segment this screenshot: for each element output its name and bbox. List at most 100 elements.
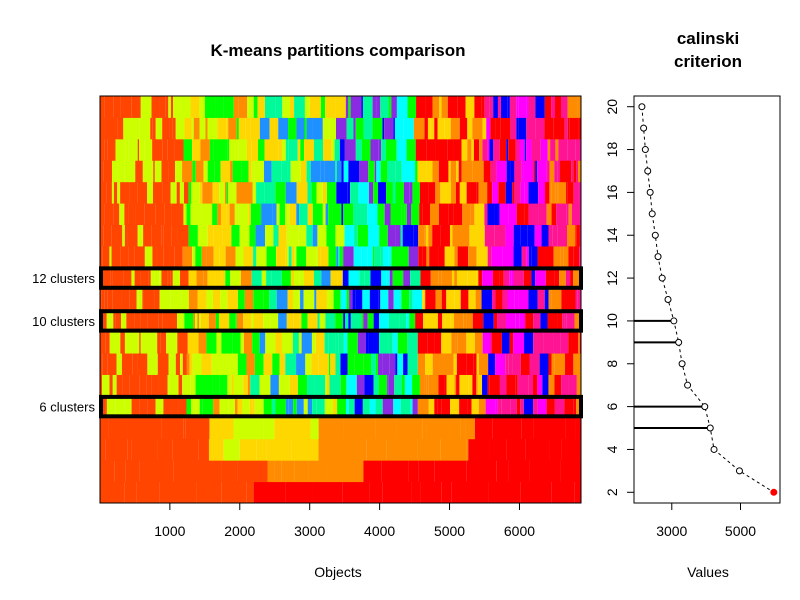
heatmap-cell [278,374,290,397]
heatmap-cell [345,96,349,118]
heatmap-cell [382,395,394,418]
heatmap-cell [296,353,306,375]
heatmap-cell [312,481,343,504]
heatmap-cell [432,160,439,183]
heatmap-cell [560,245,564,268]
heatmap-cell [400,395,411,418]
heatmap-cell [320,96,326,118]
heatmap-cell [437,117,445,140]
heatmap-cell [252,181,257,204]
heatmap-cell [465,96,475,118]
heatmap-cell [320,245,329,268]
heatmap-cell [178,374,183,397]
heatmap-cell [285,353,297,375]
heatmap-cell [151,374,159,397]
heatmap-cell [528,288,538,311]
heatmap-cell [525,438,550,461]
heatmap-cell [128,138,138,161]
heatmap-cell [399,310,407,333]
heatmap-cell [340,353,348,375]
heatmap-cell [294,460,309,483]
heatmap-cell [226,353,230,375]
heatmap-cell [535,267,546,290]
heatmap-cell [182,245,193,268]
heatmap-cell [417,395,429,418]
heatmap-cell [276,203,280,226]
heatmap-cell [139,395,148,418]
heatmap-cell [310,160,321,183]
heatmap-cell [517,374,529,397]
heatmap-cell [343,160,349,183]
heatmap-cell [534,224,542,247]
heatmap-cell [207,267,216,290]
heatmap-cell [573,181,579,204]
heatmap-cell [378,353,383,375]
heatmap-cell [302,438,319,461]
heatmap-cell [578,117,581,140]
heatmap-cell [409,310,416,333]
heatmap-cell [187,331,199,354]
heatmap-cell [423,288,426,311]
heatmap-cell [229,138,239,161]
heatmap-cell [428,374,439,397]
heatmap-cell [200,310,209,333]
heatmap-cell [557,310,563,333]
heatmap-cell [430,117,435,140]
heatmap-cell [103,224,112,247]
heatmap-cell [389,267,393,290]
heatmap-cell [456,374,460,397]
heatmap-cell [138,288,143,311]
heatmap-cell [371,353,376,375]
heatmap-cell [533,331,544,354]
heatmap-cell [508,203,517,226]
heatmap-cell [435,138,439,161]
heatmap-cell [360,203,368,226]
heatmap-cell [566,203,569,226]
calinski-point [640,124,648,132]
heatmap-cell [533,417,566,440]
heatmap-cell [124,481,137,504]
heatmap-cell [343,310,346,333]
heatmap-cell [226,181,229,204]
heatmap-cell [246,481,254,504]
calinski-y-tick-label: 14 [604,227,620,243]
partition-box [99,309,583,333]
heatmap-cell [441,288,447,311]
heatmap-cell [173,460,205,483]
heatmap-cell [490,160,497,183]
heatmap-cell [111,245,121,268]
heatmap-cell [577,96,581,118]
heatmap-cell [493,138,500,161]
heatmap-cell [319,310,326,333]
heatmap-cell [404,203,407,226]
heatmap-cell [579,224,581,247]
heatmap-cell [199,310,201,333]
heatmap-cell [430,203,439,226]
heatmap-cell [337,395,347,418]
heatmap-cell [177,310,185,333]
heatmap-cell [274,417,311,440]
heatmap-cell [409,288,413,311]
heatmap-cell [299,267,304,290]
calinski-point [651,231,659,239]
heatmap-cell [573,395,577,418]
heatmap-cell [373,138,379,161]
heatmap-cell [186,203,191,226]
heatmap-cell [487,203,495,226]
heatmap-cell [207,160,215,183]
heatmap-cell [347,353,355,375]
heatmap-cell [476,181,479,204]
heatmap-cell [240,331,244,354]
heatmap-cell [491,245,503,268]
heatmap-cell [294,245,297,268]
heatmap-cell [159,288,171,311]
heatmap-cell [502,288,508,311]
heatmap-cell [526,117,536,140]
heatmap-cell [575,224,577,247]
heatmap-cell [439,353,445,375]
heatmap-cell [365,331,369,354]
heatmap-cell [434,331,442,354]
heatmap-cell [396,138,407,161]
heatmap-cell [567,224,576,247]
heatmap-cell [306,117,313,140]
